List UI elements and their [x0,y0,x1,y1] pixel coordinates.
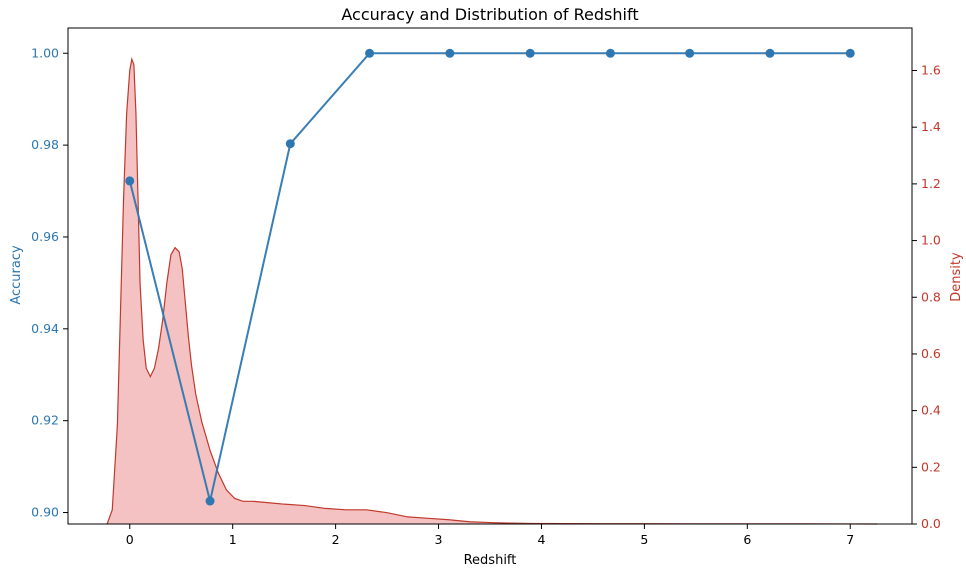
x-tick-label: 0 [126,532,134,547]
x-tick-label: 1 [229,532,237,547]
y-left-tick-label: 0.96 [31,229,59,244]
y-right-tick-label: 0.0 [921,516,941,531]
density-line [106,56,878,525]
y-right-tick-label: 0.2 [921,459,941,474]
accuracy-point [685,48,695,58]
accuracy-point [765,48,775,58]
x-tick-label: 2 [332,532,340,547]
density-area [107,59,878,525]
y-axis-left-title: Accuracy [9,245,24,305]
x-axis-title: Redshift [464,553,517,568]
accuracy-point [125,176,135,186]
y-left-tick-label: 0.98 [31,137,59,152]
y-right-tick-label: 0.4 [921,403,941,418]
y-left-tick-label: 0.92 [31,413,59,428]
accuracy-point [605,48,615,58]
accuracy-point [205,496,215,506]
accuracy-point [285,139,295,149]
x-tick-label: 7 [846,532,854,547]
y-right-tick-label: 1.6 [921,63,941,78]
plot-area: 0 1 2 3 4 5 6 7 0.90 0.92 0.94 0.96 0.98 1.00 0.0 0.2 0.… [31,27,941,547]
y-left-tick-label: 0.94 [31,321,59,336]
x-tick-label: 6 [743,532,751,547]
y-left-tick-label: 1.00 [31,45,59,60]
accuracy-point [525,48,535,58]
y-right-tick-label: 0.6 [921,346,941,361]
x-tick-label: 4 [537,532,545,547]
y-axis-right-title: Density [949,252,964,302]
chart-title: Accuracy and Distribution of Redshift [341,5,638,24]
x-tick-label: 5 [640,532,648,547]
accuracy-point [365,48,375,58]
accuracy-point [445,48,455,58]
y-right-tick-label: 0.8 [921,289,941,304]
accuracy-line [128,52,851,502]
plot-frame [67,27,913,525]
y-right-tick-label: 1.0 [921,233,941,248]
y-right-tick-label: 1.2 [921,176,941,191]
accuracy-point [845,48,855,58]
x-tick-label: 3 [435,532,443,547]
y-left-tick-label: 0.90 [31,505,59,520]
y-right-tick-label: 1.4 [921,119,941,134]
